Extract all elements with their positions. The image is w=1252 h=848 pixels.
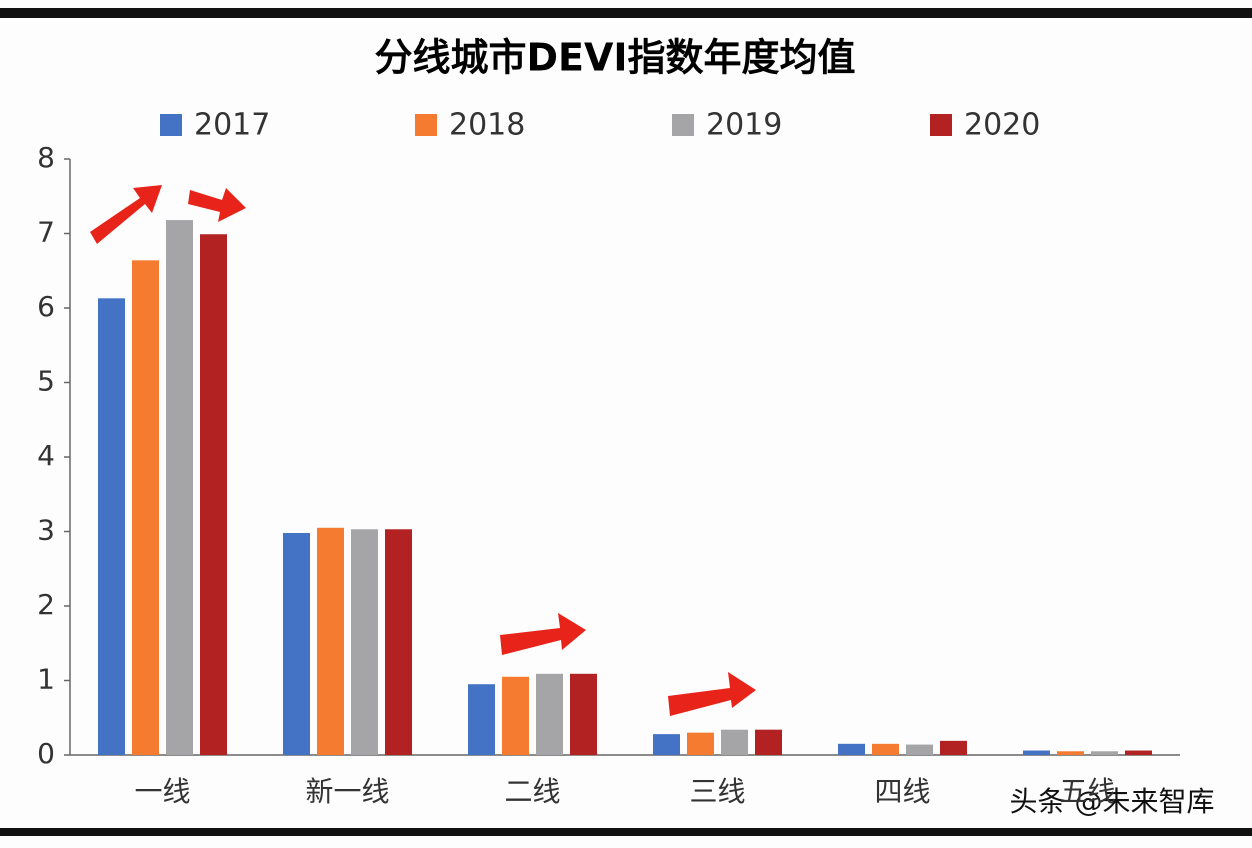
bar bbox=[317, 527, 344, 755]
y-tick-label: 3 bbox=[37, 514, 55, 547]
legend-swatch bbox=[415, 114, 437, 136]
bar bbox=[132, 260, 159, 755]
bottom-border bbox=[0, 828, 1252, 836]
y-tick-label: 2 bbox=[37, 588, 55, 621]
bar bbox=[872, 743, 899, 755]
bar bbox=[98, 298, 125, 755]
bar bbox=[351, 529, 378, 755]
bar bbox=[468, 684, 495, 755]
y-tick-label: 8 bbox=[37, 141, 55, 174]
bar bbox=[283, 532, 310, 755]
legend-swatch bbox=[160, 114, 182, 136]
legend-label: 2020 bbox=[964, 108, 1040, 143]
legend-label: 2019 bbox=[706, 108, 782, 143]
legend-swatch bbox=[672, 114, 694, 136]
bar bbox=[200, 234, 227, 755]
bar bbox=[502, 676, 529, 755]
x-tick-label: 四线 bbox=[874, 775, 930, 808]
y-tick-label: 6 bbox=[37, 290, 55, 323]
x-tick-label: 五线 bbox=[1059, 775, 1115, 808]
bar bbox=[940, 740, 967, 755]
chart-title: 分线城市DEVI指数年度均值 bbox=[374, 36, 855, 80]
x-tick-label: 三线 bbox=[689, 775, 745, 808]
bar bbox=[1091, 751, 1118, 755]
x-tick-label: 新一线 bbox=[305, 775, 389, 808]
bar bbox=[906, 744, 933, 755]
arrows bbox=[90, 185, 756, 716]
bar bbox=[536, 673, 563, 755]
x-tick-label: 一线 bbox=[134, 775, 190, 808]
bar bbox=[1125, 750, 1152, 755]
bar bbox=[166, 220, 193, 756]
bar bbox=[838, 743, 865, 755]
legend-label: 2018 bbox=[449, 108, 525, 143]
y-tick-label: 5 bbox=[37, 365, 55, 398]
y-tick-label: 4 bbox=[37, 439, 55, 472]
bar bbox=[755, 729, 782, 755]
y-tick-label: 0 bbox=[37, 737, 55, 770]
x-tick-label: 二线 bbox=[504, 775, 560, 808]
top-border bbox=[0, 8, 1252, 18]
bar bbox=[721, 729, 748, 755]
watermark: 头条 @未来智库 bbox=[1010, 785, 1215, 818]
bar bbox=[570, 673, 597, 755]
bar bbox=[1057, 751, 1084, 755]
bar bbox=[653, 734, 680, 755]
y-tick-label: 7 bbox=[37, 216, 55, 249]
legend-label: 2017 bbox=[194, 108, 270, 143]
y-tick-label: 1 bbox=[37, 663, 55, 696]
bar bbox=[385, 529, 412, 755]
bar bbox=[687, 732, 714, 755]
legend-swatch bbox=[930, 114, 952, 136]
bar bbox=[1023, 750, 1050, 755]
